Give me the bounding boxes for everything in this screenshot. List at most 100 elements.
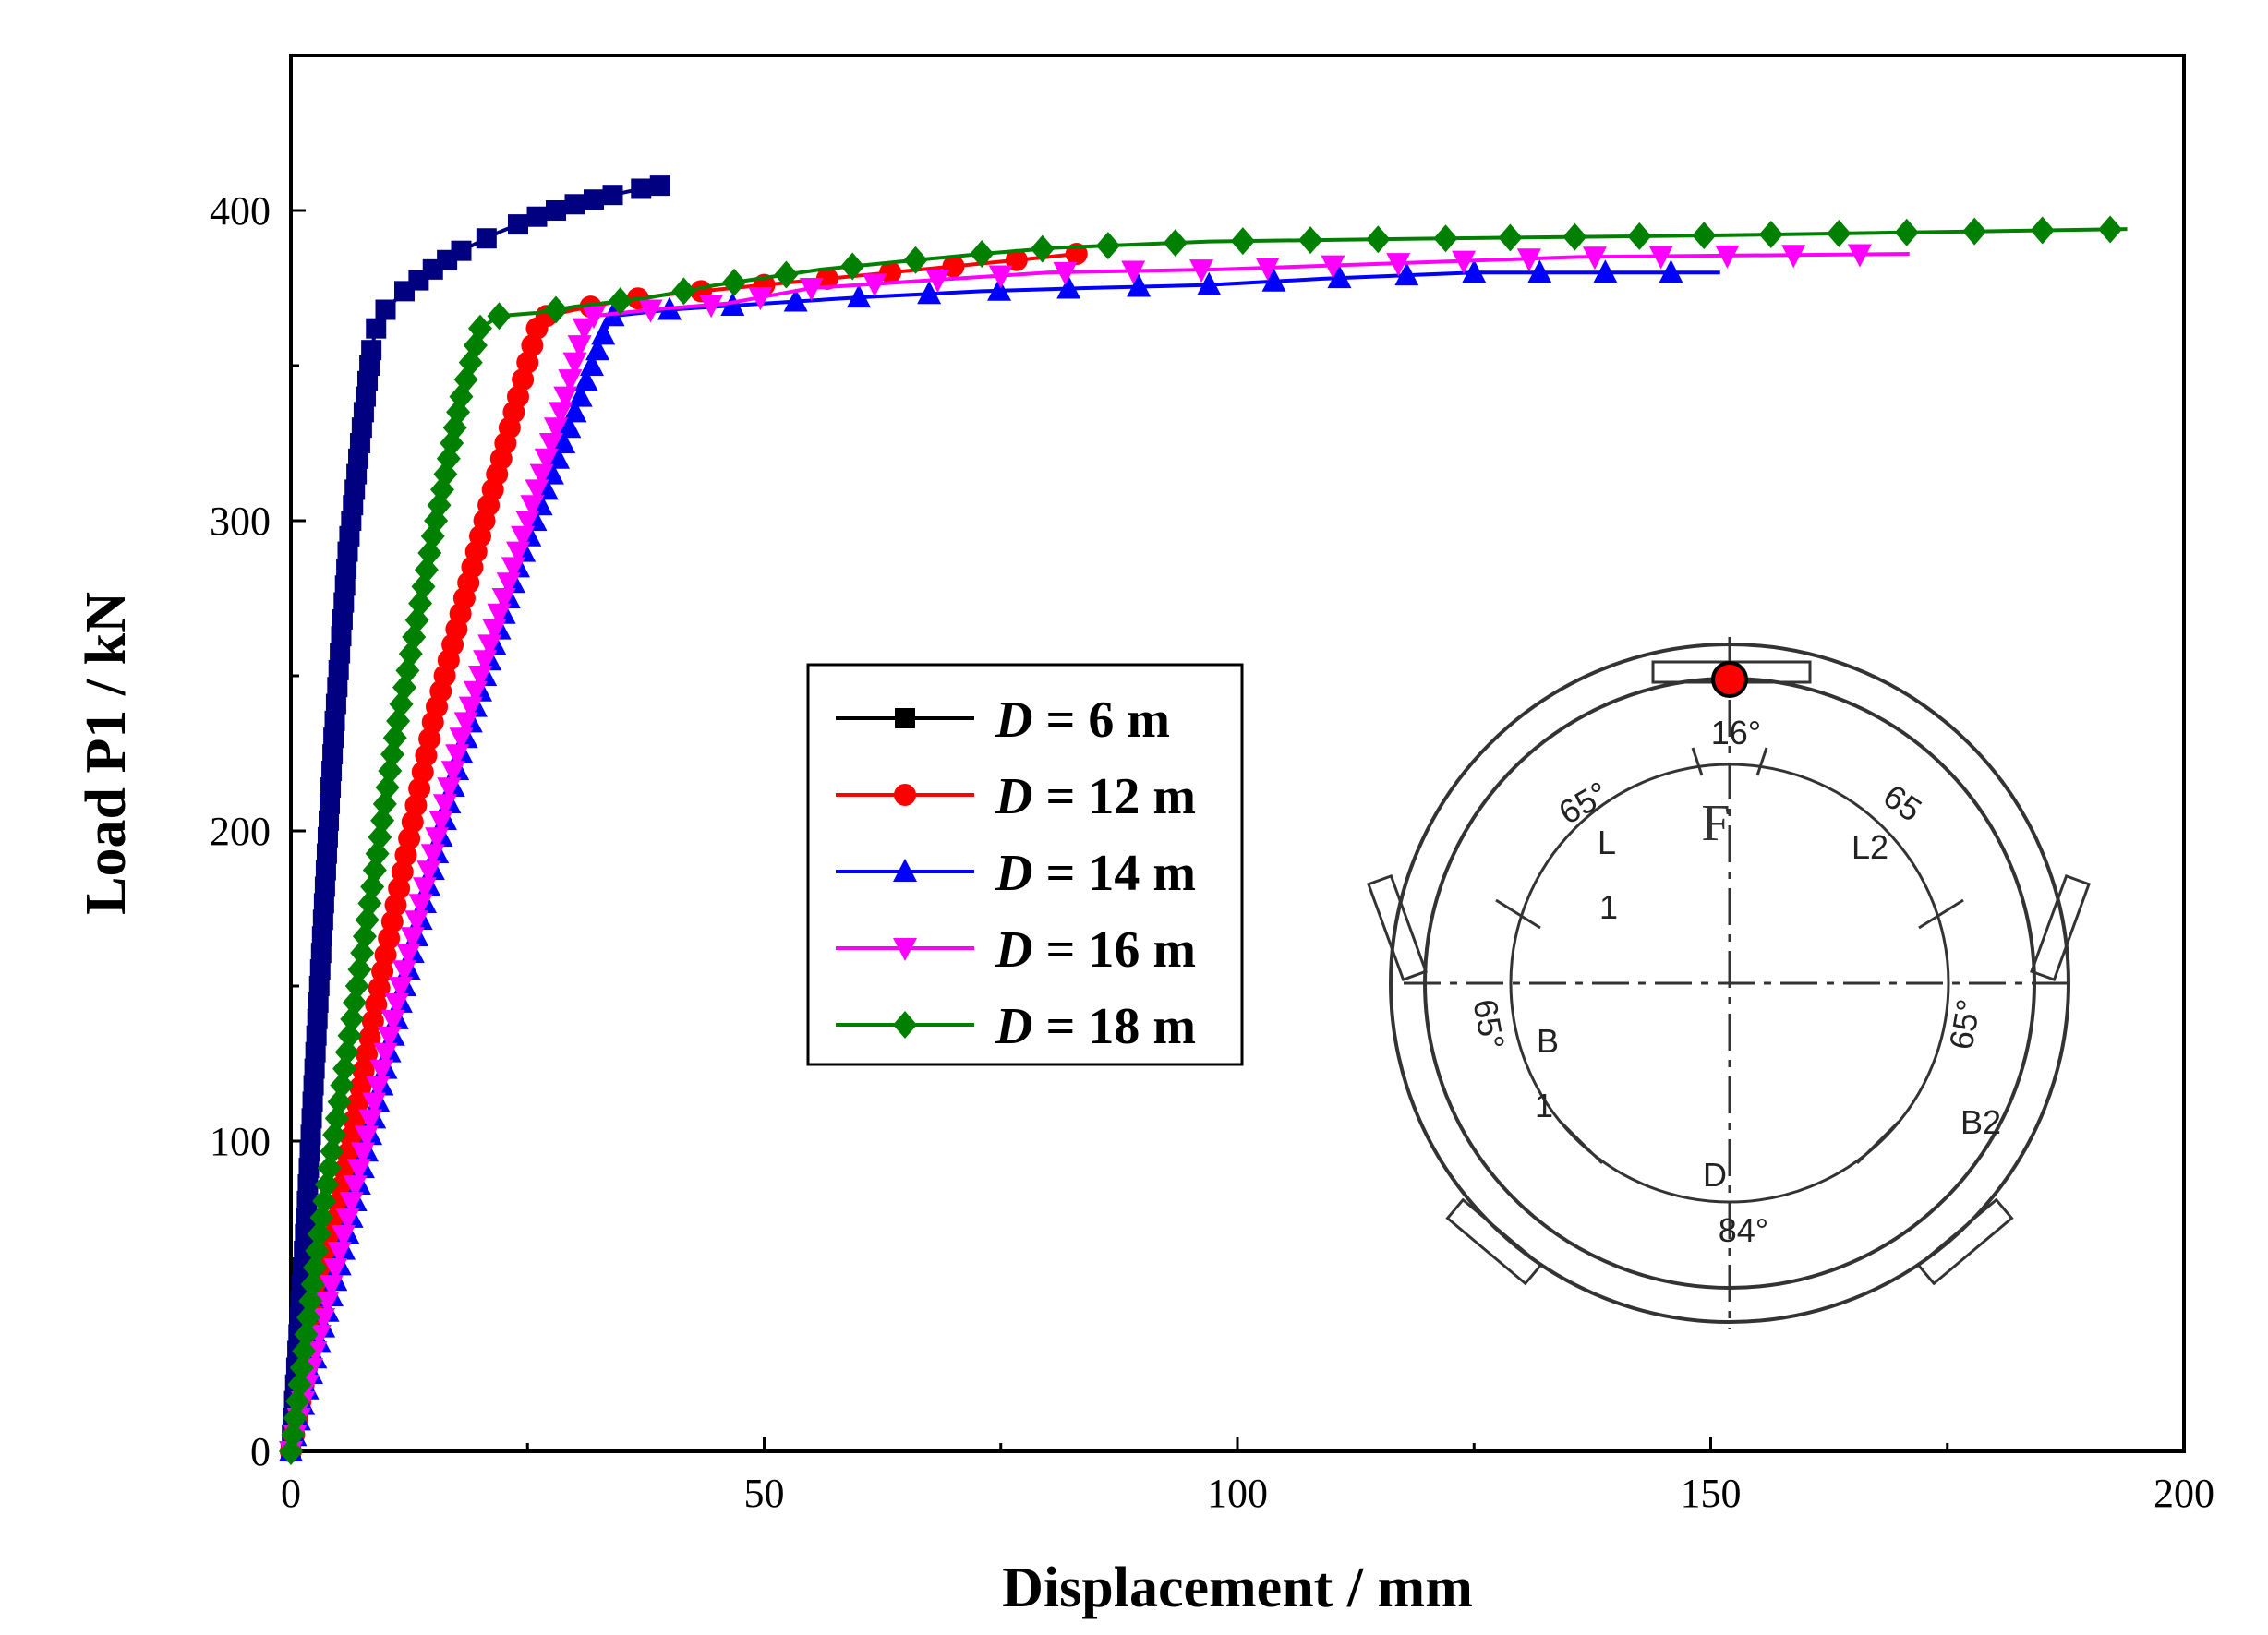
data-point: [1261, 268, 1286, 292]
legend-box: [806, 663, 1244, 1066]
data-point: [572, 318, 597, 342]
data-point: [602, 185, 623, 206]
data-point: [310, 943, 332, 964]
data-point: [408, 894, 433, 918]
data-point: [301, 1108, 322, 1129]
data-point: [279, 1437, 303, 1465]
data-point: [315, 860, 336, 881]
data-point: [295, 1223, 316, 1244]
x-axis-title: Displacement / mm: [1002, 1557, 1473, 1619]
data-point: [774, 260, 799, 289]
data-point: [283, 1403, 308, 1432]
data-point: [507, 385, 529, 408]
data-point: [323, 1258, 348, 1281]
data-point: [358, 1109, 383, 1133]
data-point: [562, 352, 587, 376]
data-point: [418, 727, 441, 751]
data-point: [511, 525, 536, 549]
data-point: [525, 479, 549, 503]
data-point: [608, 287, 633, 316]
data-point: [496, 572, 521, 596]
data-point: [287, 1370, 312, 1399]
data-point: [1627, 222, 1652, 250]
data-point: [815, 267, 838, 290]
data-point: [306, 1025, 327, 1046]
data-point: [544, 417, 568, 441]
data-point: [549, 402, 573, 426]
data-point: [292, 1337, 317, 1365]
data-point: [1758, 221, 1783, 249]
data-point: [1255, 258, 1280, 282]
data-point: [631, 178, 652, 199]
data-point: [343, 495, 364, 516]
data-point: [970, 240, 995, 269]
y-tick-label: 200: [210, 809, 271, 854]
legend-marker: [893, 938, 917, 961]
data-point: [300, 1270, 325, 1299]
data-point: [1527, 259, 1552, 283]
data-point: [296, 1190, 318, 1211]
data-point: [321, 761, 343, 782]
data-point: [585, 337, 610, 361]
load-point-marker: [1711, 661, 1748, 698]
data-point: [415, 744, 438, 767]
data-point: [371, 960, 394, 983]
data-point: [468, 314, 492, 343]
legend-marker: [894, 784, 916, 806]
data-point: [346, 463, 368, 485]
data-point: [420, 844, 445, 868]
data-point: [394, 844, 417, 867]
data-point: [303, 1075, 324, 1096]
segment-b-label: B: [1537, 1022, 1559, 1060]
data-point: [305, 1236, 330, 1265]
data-point: [553, 386, 578, 410]
segment-d-label: D: [1703, 1156, 1727, 1194]
data-point: [584, 189, 604, 210]
data-point: [1197, 271, 1222, 295]
data-point: [534, 448, 559, 472]
data-point: [332, 1225, 356, 1248]
segment-f-label: F: [1701, 795, 1730, 852]
data-point: [378, 927, 401, 950]
data-point: [285, 1387, 310, 1415]
data-point: [416, 860, 441, 884]
tunnel-section-labels: 16° 65° 65 65° 65° 84° F L 1 L2 B 1 B2 D: [1466, 714, 2001, 1249]
data-point: [362, 1092, 387, 1116]
data-point: [453, 712, 478, 736]
data-point: [355, 1125, 379, 1149]
data-point: [377, 1026, 402, 1050]
data-point: [309, 959, 331, 980]
data-point: [538, 433, 563, 456]
x-tick-label: 50: [744, 1471, 785, 1516]
data-point: [325, 693, 346, 715]
data-point: [458, 696, 483, 720]
data-point: [506, 541, 530, 565]
data-point: [361, 340, 382, 361]
data-point: [357, 370, 379, 391]
data-point: [343, 1175, 368, 1199]
tunnel-section-diagram: [1367, 637, 2091, 1329]
data-point: [303, 1253, 328, 1281]
y-axis-ticks: 0 100 200 300 400: [210, 188, 306, 1474]
data-point: [1462, 259, 1487, 283]
data-point: [307, 1008, 328, 1029]
data-point: [333, 592, 355, 613]
data-point: [384, 993, 409, 1017]
data-point: [296, 1207, 317, 1228]
data-point: [1394, 262, 1419, 286]
y-tick-label: 0: [250, 1429, 271, 1474]
data-point: [1715, 245, 1740, 269]
data-point: [1366, 225, 1391, 254]
x-axis-ticks: 0 50 100 150 200: [281, 1437, 2214, 1516]
data-point: [799, 278, 824, 301]
data-point: [341, 511, 362, 531]
data-point: [1781, 245, 1806, 269]
data-point: [1298, 226, 1323, 255]
y-tick-label: 100: [210, 1119, 271, 1164]
data-point: [1230, 227, 1255, 256]
data-point: [401, 811, 424, 834]
data-point: [1095, 232, 1120, 260]
data-point: [320, 776, 342, 798]
data-point: [314, 876, 335, 897]
data-point: [1030, 234, 1055, 263]
